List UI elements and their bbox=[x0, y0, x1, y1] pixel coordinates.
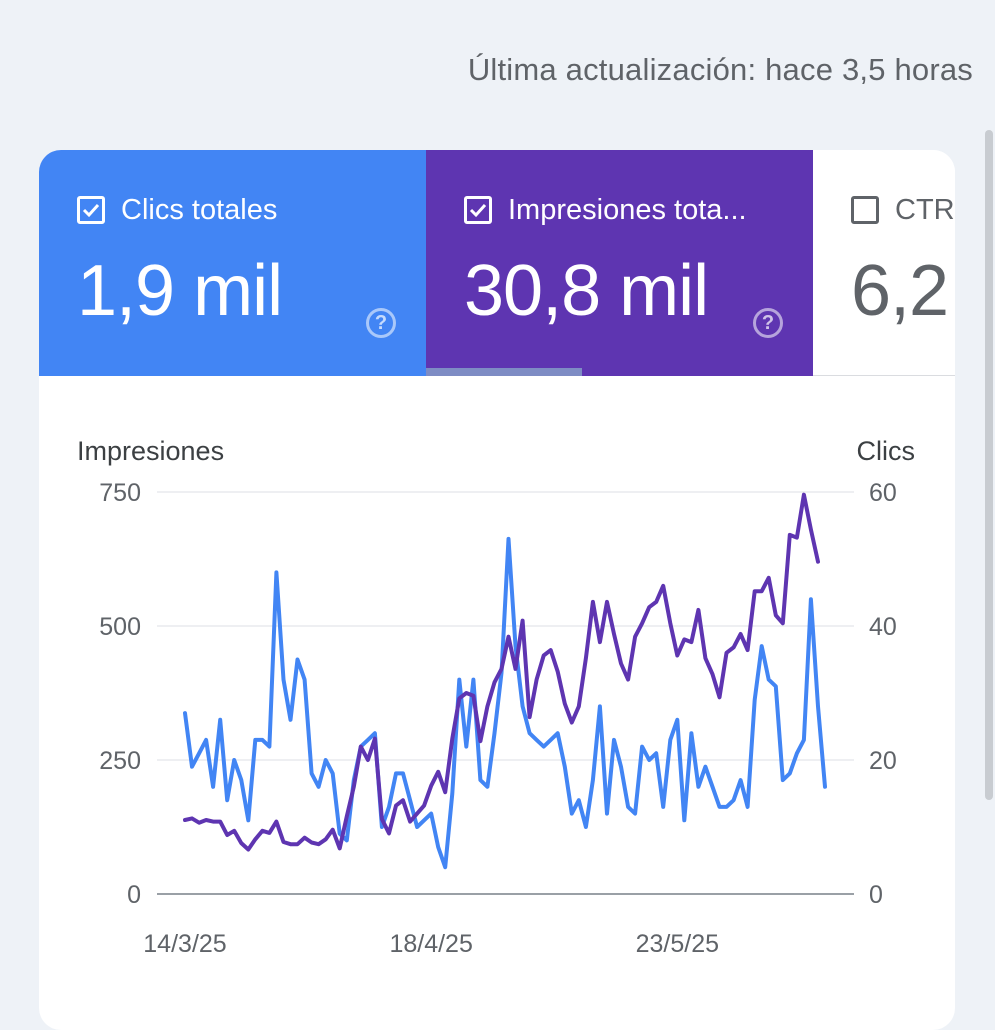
x-tick-label: 23/5/25 bbox=[636, 930, 719, 958]
performance-chart: Impresiones Clics 0 0 250 20 500 40 750 60 14/3/… bbox=[39, 376, 955, 1030]
checkbox-unchecked-icon[interactable] bbox=[851, 196, 879, 224]
metric-label: Clics totales bbox=[121, 193, 278, 226]
right-tick-label: 20 bbox=[869, 747, 897, 775]
metric-value: 1,9 mil bbox=[77, 251, 283, 331]
right-tick-label: 0 bbox=[869, 881, 883, 909]
x-tick-label: 18/4/25 bbox=[389, 930, 472, 958]
left-axis-title: Impresiones bbox=[77, 436, 225, 466]
left-tick-label: 0 bbox=[127, 881, 141, 909]
x-tick-label: 14/3/25 bbox=[143, 930, 226, 958]
series-line-impresiones bbox=[183, 492, 820, 852]
help-icon[interactable]: ? bbox=[753, 308, 783, 338]
page-scrollbar[interactable] bbox=[985, 130, 993, 800]
series-line-clics bbox=[183, 536, 827, 870]
checkbox-checked-icon[interactable] bbox=[464, 196, 492, 224]
metric-value: 6,2 bbox=[851, 251, 949, 331]
checkbox-checked-icon[interactable] bbox=[77, 196, 105, 224]
metric-label: CTR bbox=[895, 193, 955, 226]
metric-tab-clicks[interactable]: Clics totales 1,9 mil ? bbox=[39, 150, 426, 376]
right-tick-label: 60 bbox=[869, 479, 897, 507]
last-update-text: Última actualización: hace 3,5 horas bbox=[467, 52, 973, 87]
help-icon[interactable]: ? bbox=[366, 308, 396, 338]
metric-tabs: Clics totales 1,9 mil ? Impresiones tota… bbox=[39, 150, 955, 376]
metric-value: 30,8 mil bbox=[464, 251, 709, 331]
metric-header: CTR bbox=[851, 190, 955, 230]
metric-tab-impressions[interactable]: Impresiones tota... 30,8 mil ? bbox=[426, 150, 813, 376]
metric-header: Impresiones tota... bbox=[464, 190, 747, 230]
right-tick-label: 40 bbox=[869, 613, 897, 641]
metric-tab-ctr[interactable]: CTR 6,2 bbox=[813, 150, 955, 376]
metric-header: Clics totales bbox=[77, 190, 277, 230]
right-axis-title: Clics bbox=[856, 436, 916, 466]
left-tick-label: 250 bbox=[99, 747, 141, 775]
metric-label: Impresiones tota... bbox=[508, 193, 747, 226]
performance-card: Clics totales 1,9 mil ? Impresiones tota… bbox=[39, 150, 955, 1030]
tab-scroll-indicator bbox=[426, 368, 582, 376]
left-tick-label: 500 bbox=[99, 613, 141, 641]
chart-canvas: 0 0 250 20 500 40 750 60 14/3/25 18/4/25 23/5/25 bbox=[99, 479, 897, 958]
left-tick-label: 750 bbox=[99, 479, 141, 507]
